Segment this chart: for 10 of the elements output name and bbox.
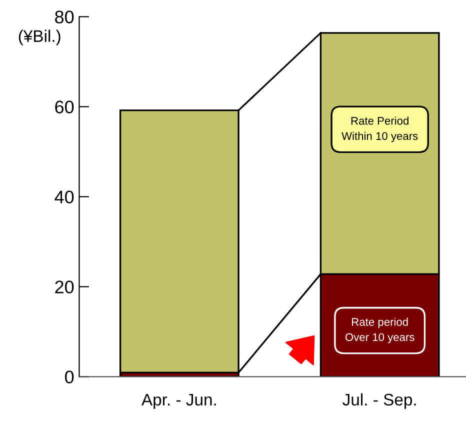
y-tick-label: 0 (65, 370, 74, 384)
y-tick-label: 40 (54, 190, 74, 204)
x-tick-label: Jul. - Sep. (342, 393, 416, 409)
series-label: Rate Period Within 10 years (342, 116, 418, 142)
y-axis-title: (¥Bil.) (18, 30, 60, 46)
y-tick-label: 80 (55, 10, 74, 24)
x-tick-label: Apr. - Jun. (141, 394, 216, 409)
y-tick-label: 60 (55, 100, 74, 114)
y-tick-label: 20 (55, 280, 74, 294)
series-label: Rate period Over 10 years (345, 318, 414, 344)
